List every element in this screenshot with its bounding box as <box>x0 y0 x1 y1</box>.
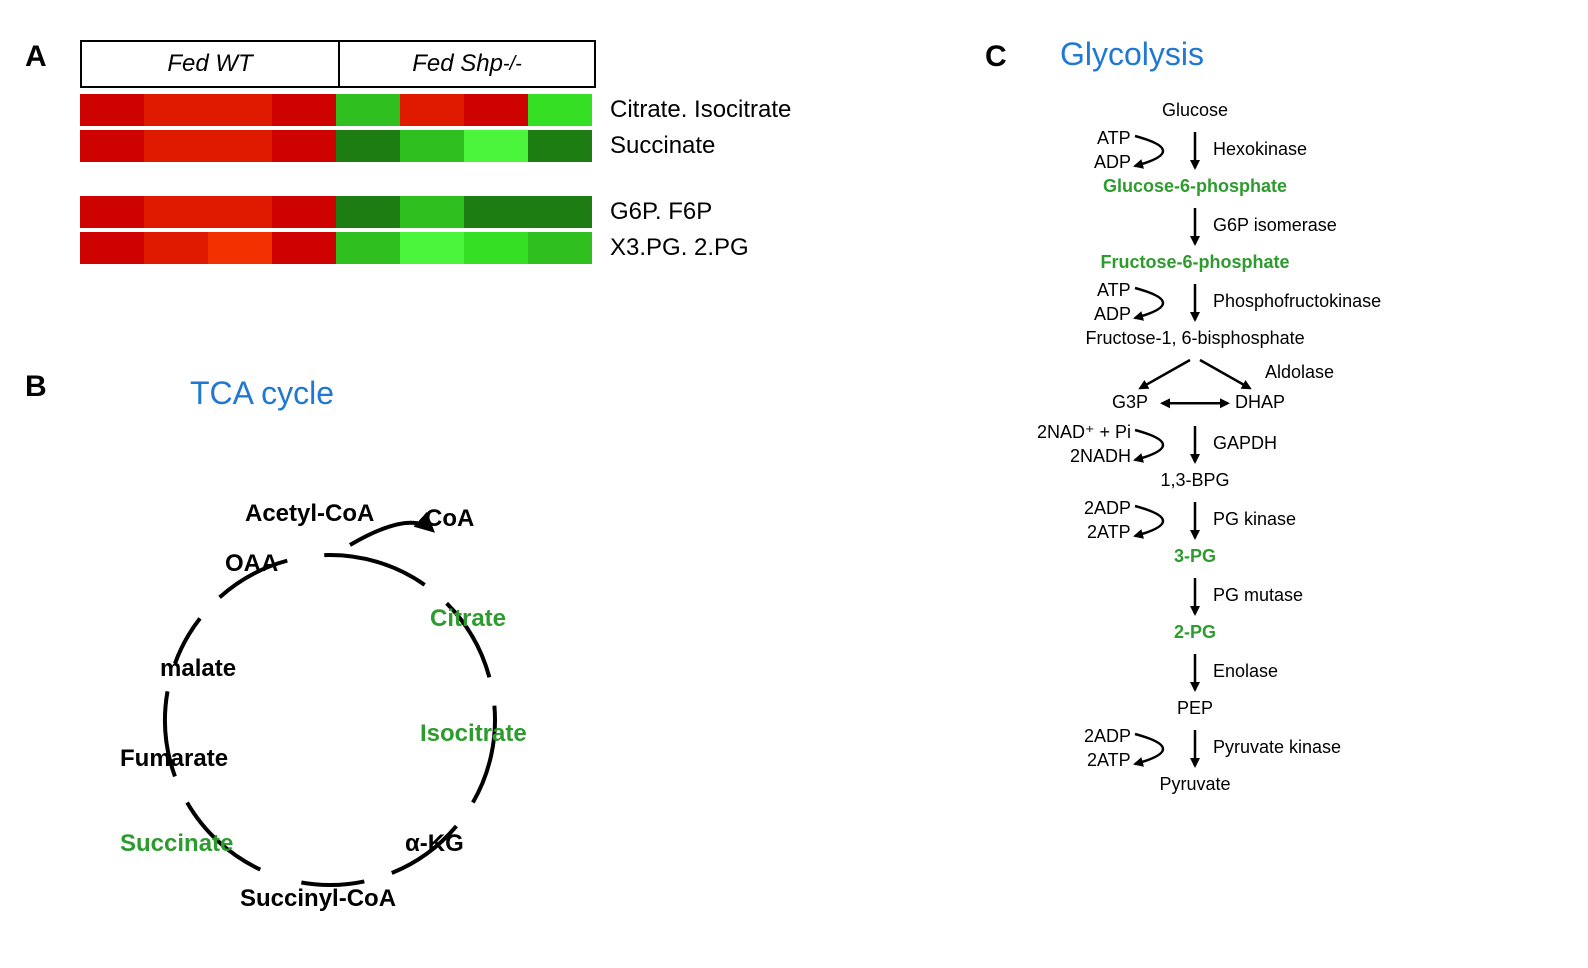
glycolysis-side-label: GAPDH <box>1213 433 1277 454</box>
glycolysis-side-label: PG mutase <box>1213 585 1303 606</box>
glycolysis-side-label: 2ADP <box>1084 498 1131 519</box>
glycolysis-metabolite: 3-PG <box>1174 546 1216 567</box>
glycolysis-metabolite: DHAP <box>1235 392 1285 413</box>
glycolysis-metabolite: G3P <box>1112 392 1148 413</box>
glycolysis-metabolite: Pyruvate <box>1160 774 1231 795</box>
glycolysis-metabolite: Glucose-6-phosphate <box>1103 176 1287 197</box>
glycolysis-metabolite: Glucose <box>1162 100 1228 121</box>
glycolysis-side-label: 2ATP <box>1087 522 1131 543</box>
glycolysis-side-label: Aldolase <box>1265 362 1334 383</box>
glycolysis-metabolite: 1,3-BPG <box>1161 470 1230 491</box>
glycolysis-side-label: ATP <box>1097 128 1131 149</box>
glycolysis-svg <box>0 0 1588 968</box>
glycolysis-side-label: ADP <box>1094 152 1131 173</box>
glycolysis-side-label: 2NAD⁺ + Pi <box>1037 422 1131 443</box>
figure-stage: AFed WTFed Shp-/-Citrate. IsocitrateSucc… <box>0 0 1588 968</box>
glycolysis-metabolite: PEP <box>1177 698 1213 719</box>
glycolysis-side-label: Enolase <box>1213 661 1278 682</box>
glycolysis-side-label: 2NADH <box>1070 446 1131 467</box>
glycolysis-side-label: G6P isomerase <box>1213 215 1337 236</box>
glycolysis-side-label: ADP <box>1094 304 1131 325</box>
glycolysis-metabolite: Fructose-6-phosphate <box>1101 252 1290 273</box>
glycolysis-side-label: Pyruvate kinase <box>1213 737 1341 758</box>
glycolysis-side-label: 2ATP <box>1087 750 1131 771</box>
glycolysis-metabolite: 2-PG <box>1174 622 1216 643</box>
glycolysis-side-label: ATP <box>1097 280 1131 301</box>
glycolysis-side-label: 2ADP <box>1084 726 1131 747</box>
glycolysis-side-label: Phosphofructokinase <box>1213 291 1381 312</box>
glycolysis-metabolite: Fructose-1, 6-bisphosphate <box>1086 328 1305 349</box>
glycolysis-side-label: Hexokinase <box>1213 139 1307 160</box>
glycolysis-side-label: PG kinase <box>1213 509 1296 530</box>
